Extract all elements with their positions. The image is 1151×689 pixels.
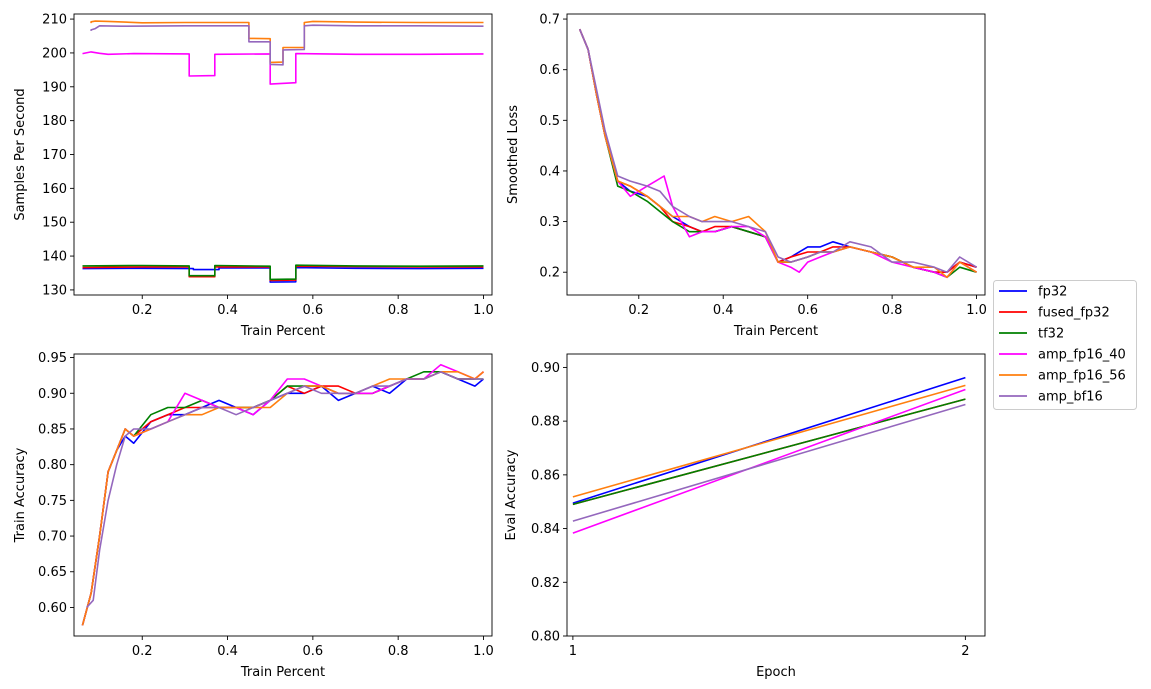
- series-line-amp-fp16-40: [578, 28, 978, 279]
- y-tick-label: 0.4: [539, 164, 560, 179]
- y-tick-label: 0.65: [38, 565, 67, 580]
- y-axis-label: Eval Accuracy: [504, 449, 519, 540]
- y-tick-label: 0.5: [539, 114, 560, 129]
- series-line-fused-fp32: [81, 370, 485, 626]
- x-tick-label: 0.6: [797, 303, 818, 318]
- legend-label-fused-fp32: fused_fp32: [1038, 306, 1110, 321]
- x-tick-label: 0.6: [303, 303, 324, 318]
- y-tick-label: 0.86: [531, 468, 560, 483]
- x-tick-label: 1.0: [473, 303, 494, 318]
- series-line-tf32: [82, 264, 484, 281]
- y-axis-label: Train Accuracy: [13, 447, 28, 543]
- series-group: [82, 20, 484, 283]
- y-tick-label: 150: [42, 216, 67, 231]
- y-tick-label: 160: [42, 182, 67, 197]
- series-line-fp32: [81, 370, 485, 626]
- series-line-tf32: [578, 28, 977, 279]
- x-tick-label: 0.8: [388, 644, 409, 659]
- series-line-amp-fp16-40: [81, 363, 485, 626]
- y-tick-label: 0.60: [38, 601, 67, 616]
- series-line-amp-fp16-56: [90, 20, 484, 64]
- y-tick-label: 180: [42, 114, 67, 129]
- x-tick-label: 0.8: [388, 303, 409, 318]
- legend-label-fp32: fp32: [1038, 285, 1067, 300]
- x-tick-label: 1.0: [473, 644, 494, 659]
- series-group: [572, 376, 966, 534]
- y-tick-label: 0.6: [539, 63, 560, 78]
- series-line-tf32: [81, 370, 484, 626]
- y-tick-label: 0.80: [531, 630, 560, 645]
- series-line-amp-fp16-56: [578, 28, 978, 279]
- legend-label-amp-fp16-40: amp_fp16_40: [1038, 348, 1126, 363]
- train-accuracy-chart: 0.2 0.4 0.6 0.8 1.0 0.60 0.65 0.70 0.75 0.80 0.85 0…: [13, 351, 494, 680]
- legend-box: [993, 280, 1137, 410]
- x-tick-label: 1.0: [966, 303, 987, 318]
- x-tick-label: 0.8: [882, 303, 903, 318]
- y-tick-label: 210: [42, 13, 67, 28]
- series-line-tf32: [572, 398, 966, 506]
- y-tick-label: 190: [42, 80, 67, 95]
- y-tick-label: 0.75: [38, 494, 67, 509]
- y-tick-label: 0.84: [531, 522, 560, 537]
- series-line-amp-fp16-56: [572, 384, 966, 498]
- x-tick-label: 0.4: [217, 644, 238, 659]
- y-axis-label: Smoothed Loss: [506, 105, 521, 204]
- y-tick-label: 200: [42, 46, 67, 61]
- legend-label-tf32: tf32: [1038, 327, 1064, 342]
- y-tick-label: 0.3: [539, 215, 560, 230]
- series-line-fp32: [578, 28, 977, 274]
- x-axis-label: Train Percent: [240, 324, 325, 339]
- y-tick-label: 0.70: [38, 530, 67, 545]
- x-tick-label: 0.2: [132, 303, 153, 318]
- eval-accuracy-chart: 1 2 0.80 0.82 0.84 0.86 0.88 0.90 Epoch Eval Accu…: [504, 353, 986, 680]
- x-tick-label: 0.4: [217, 303, 238, 318]
- y-tick-label: 140: [42, 250, 67, 265]
- axes-frame: [73, 353, 493, 637]
- y-tick-label: 130: [42, 283, 67, 298]
- series-line-amp-bf16: [572, 403, 966, 522]
- series-line-amp-bf16: [86, 370, 484, 608]
- x-tick-label: 0.6: [303, 644, 324, 659]
- y-tick-label: 0.95: [38, 351, 67, 366]
- y-tick-label: 0.2: [539, 266, 560, 281]
- y-tick-label: 0.90: [531, 361, 560, 376]
- samples-per-second-chart: 0.2 0.4 0.6 0.8 1.0 130 140 150 160 170 180 190 200 2…: [13, 13, 494, 339]
- series-line-amp-fp16-56: [81, 370, 485, 626]
- y-tick-label: 0.82: [531, 576, 560, 591]
- x-axis-label: Train Percent: [733, 324, 818, 339]
- axes-frame: [566, 353, 986, 637]
- series-group: [81, 363, 485, 626]
- series-line-amp-bf16: [578, 28, 978, 274]
- y-tick-label: 0.80: [38, 458, 67, 473]
- x-axis-label: Epoch: [756, 665, 796, 680]
- series-line-amp-bf16: [90, 24, 484, 66]
- legend-label-amp-fp16-56: amp_fp16_56: [1038, 369, 1126, 384]
- y-tick-label: 0.7: [539, 13, 560, 28]
- y-tick-label: 0.90: [38, 387, 67, 402]
- smoothed-loss-chart: 0.2 0.4 0.6 0.8 1.0 0.2 0.3 0.4 0.5 0.6 0.7 Train P…: [506, 13, 987, 339]
- x-axis-label: Train Percent: [240, 665, 325, 680]
- series-line-amp-fp16-40: [82, 51, 484, 85]
- x-tick-label: 0.2: [132, 644, 153, 659]
- legend-label-amp-bf16: amp_bf16: [1038, 390, 1103, 405]
- x-tick-label: 0.4: [713, 303, 734, 318]
- series-group: [578, 28, 978, 279]
- x-tick-label: 0.2: [628, 303, 649, 318]
- axes-frame: [566, 13, 986, 296]
- series-line-fused-fp32: [578, 28, 977, 274]
- legend: fp32 fused_fp32 tf32 amp_fp16_40 amp_fp16_56…: [993, 280, 1137, 410]
- y-tick-label: 0.85: [38, 422, 67, 437]
- series-line-amp-fp16-40: [572, 388, 966, 534]
- y-tick-label: 170: [42, 148, 67, 163]
- y-axis-label: Samples Per Second: [13, 88, 28, 220]
- y-tick-label: 0.88: [531, 415, 560, 430]
- x-tick-label: 1: [569, 644, 577, 659]
- x-tick-label: 2: [961, 644, 969, 659]
